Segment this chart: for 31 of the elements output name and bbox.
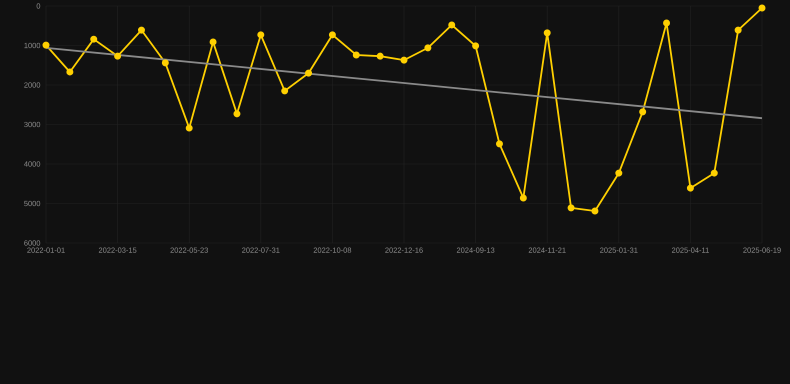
- point: [710, 170, 718, 177]
- point: [472, 42, 480, 50]
- point: [257, 31, 264, 38]
- point: [520, 194, 527, 202]
- point: [186, 124, 193, 132]
- point: [328, 31, 336, 38]
- point: [210, 38, 217, 46]
- point: [42, 42, 50, 49]
- point: [400, 56, 408, 64]
- point: [90, 36, 98, 43]
- point: [448, 21, 456, 28]
- point: [639, 108, 646, 116]
- point: [281, 87, 288, 94]
- point: [591, 208, 598, 214]
- point: [352, 51, 360, 58]
- point: [114, 52, 122, 60]
- point: [376, 52, 384, 60]
- point: [544, 29, 551, 36]
- point: [568, 204, 575, 212]
- point: [66, 68, 74, 76]
- point: [162, 59, 169, 66]
- point: [615, 170, 622, 177]
- point: [686, 184, 694, 192]
- point: [734, 26, 742, 34]
- point: [138, 26, 145, 34]
- point: [758, 4, 766, 12]
- point: [424, 44, 432, 52]
- point: [663, 20, 670, 26]
- point: [305, 70, 312, 77]
- point: [233, 110, 240, 118]
- point: [496, 140, 503, 148]
